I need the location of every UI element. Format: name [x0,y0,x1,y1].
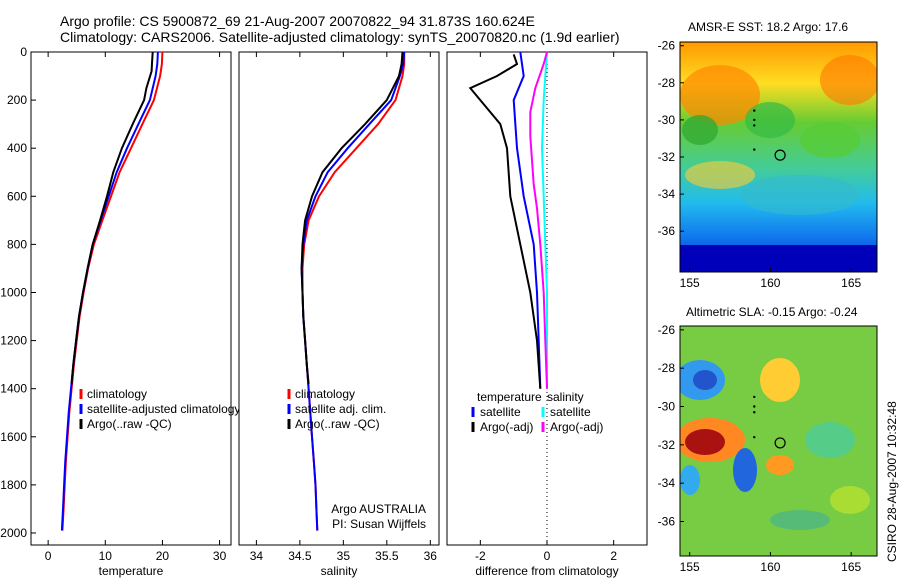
x-tick-label: 2 [610,549,617,563]
csiro-timestamp: CSIRO 28-Aug-2007 10:32:48 [885,401,899,562]
legend-heading: salinity [547,390,584,404]
float-track-point [753,435,756,439]
x-tick-label: 34 [250,549,264,563]
legend-entry: satellite [550,405,591,419]
map-y-tick-label: -34 [658,187,676,201]
y-tick-label: 2000 [0,526,27,540]
legend-entry: Argo(..raw -QC) [295,417,380,431]
legend-entry: satellite adj. clim. [295,402,386,416]
legend-entry: satellite-adjusted climatology [87,402,240,416]
y-tick-label: 1200 [0,334,27,348]
x-tick-label: 34.5 [288,549,312,563]
map-y-tick-label: -32 [658,150,676,164]
x-axis-label: salinity [321,564,358,578]
series-line [468,54,542,389]
x-tick-label: 35 [337,549,351,563]
legend-entry: Argo(-adj) [550,420,603,434]
map-y-tick-label: -30 [658,400,676,414]
sst-map [680,42,877,272]
x-tick-label: 35.5 [375,549,399,563]
legend-entry: Argo(-adj) [480,420,533,434]
map-y-tick-label: -34 [658,476,676,490]
y-tick-label: 1000 [0,285,27,299]
x-tick-label: 10 [99,549,113,563]
map-y-tick-label: -28 [658,76,676,90]
map-x-tick-label: 160 [760,560,780,574]
y-tick-label: 1800 [0,478,27,492]
series-line [70,51,154,384]
x-tick-label: -2 [475,549,486,563]
map-x-tick-label: 160 [760,276,780,290]
x-tick-label: 36 [424,549,438,563]
annotation: PI: Susan Wijffels [332,517,426,531]
y-tick-label: 0 [20,45,27,59]
map-y-tick-label: -30 [658,113,676,127]
legend-entry: climatology [87,387,147,401]
x-tick-label: 0 [544,549,551,563]
x-tick-label: 30 [213,549,227,563]
map-y-tick-label: -36 [658,515,676,529]
sst-map-title: AMSR-E SST: 18.2 Argo: 17.6 [688,20,848,34]
series-line [540,51,548,389]
map-y-tick-label: -26 [658,323,676,337]
float-track-point [753,124,756,127]
y-tick-label: 200 [7,93,27,107]
argo-float-marker [774,437,786,449]
y-tick-label: 1400 [0,382,27,396]
series-line [300,51,404,384]
y-tick-label: 800 [7,237,27,251]
map-x-tick-label: 165 [841,276,861,290]
panel-temperature: 0 10 20 30 0 200 400 600 800 1000 1200 1400 1600 1800… [0,45,240,578]
sla-map-title: Altimetric SLA: -0.15 Argo: -0.24 [686,305,858,319]
float-track-point [753,411,756,414]
legend-heading: temperature [477,390,542,404]
map-x-tick-label: 155 [680,560,700,574]
plot-frame [238,51,440,546]
figure-title-line1: Argo profile: CS 5900872_69 21-Aug-2007 … [60,13,535,29]
argo-float-marker [774,149,786,161]
annotation: Argo AUSTRALIA [331,502,426,516]
map-y-tick-label: -36 [658,224,676,238]
float-track-point [753,405,756,408]
float-track-point [753,109,756,112]
float-track-point [753,395,756,399]
map-x-tick-label: 165 [841,560,861,574]
float-track-point [753,118,756,122]
x-axis-label: difference from climatology [475,564,618,578]
x-tick-label: 20 [156,549,170,563]
float-track-point [753,148,756,151]
legend-entry: climatology [295,387,355,401]
y-tick-label: 600 [7,189,27,203]
legend-entry: satellite [480,405,521,419]
panel-salinity: 34 34.5 35 35.5 36 salinity climatologysatelli… [238,51,440,578]
series-line [529,51,548,389]
sla-map [680,326,877,556]
x-axis-label: temperature [99,564,164,578]
series-line [512,51,542,389]
map-y-tick-label: -26 [658,39,676,53]
x-tick-label: 0 [45,549,52,563]
figure-title-line2: Climatology: CARS2006. Satellite-adjuste… [60,29,620,45]
map-y-tick-label: -28 [658,361,676,375]
map-y-tick-label: -32 [658,438,676,452]
y-tick-label: 1600 [0,430,27,444]
map-x-tick-label: 155 [680,276,700,290]
legend-entry: Argo(..raw -QC) [87,417,172,431]
y-tick-label: 400 [7,141,27,155]
